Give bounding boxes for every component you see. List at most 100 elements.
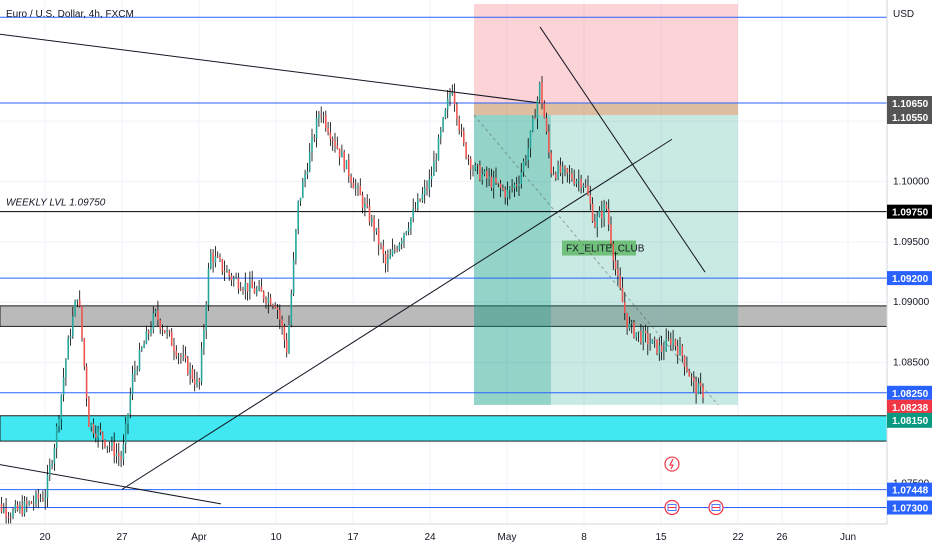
candle-body <box>65 359 67 378</box>
x-tick-label: 22 <box>732 532 744 543</box>
candle-body <box>474 164 477 170</box>
trendlines[interactable] <box>0 26 706 505</box>
candle-body <box>398 244 401 250</box>
price-axis-background[interactable] <box>887 0 932 524</box>
candle-body <box>124 423 127 445</box>
price-badge-label: 1.10650 <box>892 99 929 110</box>
gray-zone <box>0 305 888 327</box>
position-tool[interactable]: FX_ELITE_CLUB <box>473 4 738 406</box>
candle-body <box>341 151 343 158</box>
candle-body <box>154 310 157 314</box>
candle-body <box>371 218 373 223</box>
candle-body <box>92 423 95 434</box>
candle-body <box>626 312 628 329</box>
candle-body <box>62 377 65 396</box>
candle-body <box>327 127 329 133</box>
candle-body <box>113 442 115 457</box>
candle-body <box>665 338 667 351</box>
price-badge <box>887 204 932 219</box>
candle-body <box>74 301 76 317</box>
candle-body <box>129 394 132 414</box>
candle-body <box>499 183 502 188</box>
candle-body <box>170 332 173 346</box>
candle-body <box>147 331 150 334</box>
candle-body <box>207 268 210 306</box>
candle-body <box>258 286 260 290</box>
candle-body <box>511 187 513 189</box>
candle-body <box>350 176 352 183</box>
candle-body <box>210 253 212 269</box>
candle-body <box>111 442 113 447</box>
candle-body <box>566 168 569 173</box>
candle-body <box>410 218 412 229</box>
candle-body <box>336 145 339 149</box>
candle-body <box>559 165 562 174</box>
candle-body <box>295 230 297 260</box>
candle-body <box>196 379 198 385</box>
candle-body <box>550 152 552 174</box>
candle-body <box>67 338 69 360</box>
candle-body <box>134 370 136 375</box>
candle-body <box>541 82 543 104</box>
candle-body <box>458 118 460 130</box>
candle-body <box>28 501 30 504</box>
candle-body <box>614 260 617 270</box>
candle-body <box>603 204 605 219</box>
time-axis-background[interactable] <box>0 524 932 550</box>
candle-body <box>85 366 88 398</box>
candle-body <box>366 203 368 206</box>
candle-body <box>205 305 207 330</box>
candle-body <box>658 345 661 354</box>
candle-body <box>78 299 81 306</box>
candle-body <box>536 99 539 119</box>
x-tick-label: 8 <box>581 532 587 543</box>
candle-body <box>575 180 578 184</box>
candle-body <box>302 181 304 198</box>
candle-body <box>19 505 21 510</box>
candle-body <box>423 187 426 195</box>
candle-body <box>55 426 58 448</box>
candle-body <box>44 497 46 501</box>
candle-body <box>453 92 456 105</box>
candle-body <box>0 504 3 512</box>
candle-body <box>479 165 481 180</box>
candle-body <box>509 187 511 190</box>
candle-body <box>21 505 23 515</box>
candle-body <box>39 498 42 500</box>
candle-body <box>276 307 279 311</box>
candle-body <box>481 174 483 180</box>
x-tick-label: 27 <box>116 532 128 543</box>
candle-body <box>99 429 102 433</box>
candle-body <box>90 423 92 428</box>
y-tick-label: 1.09500 <box>893 237 930 248</box>
candle-body <box>138 349 141 370</box>
candle-body <box>299 197 302 202</box>
candle-body <box>166 330 168 333</box>
candle-body <box>283 326 286 340</box>
candle-body <box>437 137 440 161</box>
candle-body <box>400 240 403 245</box>
x-tick-label: 10 <box>270 532 282 543</box>
candle-body <box>290 293 293 325</box>
price-badge <box>887 271 932 286</box>
candle-body <box>688 370 690 377</box>
candle-body <box>495 177 497 183</box>
price-badge-label: 1.10550 <box>892 113 929 124</box>
candle-body <box>483 171 486 175</box>
candle-body <box>412 208 414 219</box>
candle-body <box>267 297 270 304</box>
candle-body <box>69 336 72 339</box>
candle-body <box>375 227 378 232</box>
candle-body <box>127 413 129 424</box>
candle-body <box>97 429 99 438</box>
candle-body <box>513 184 516 188</box>
candle-body <box>545 118 548 132</box>
price-badge-label: 1.08150 <box>892 416 929 427</box>
candle-body <box>184 355 187 359</box>
candle-body <box>297 201 299 231</box>
x-tick-label: 26 <box>776 532 788 543</box>
x-tick-label: 20 <box>39 532 51 543</box>
x-tick-label: Jun <box>840 532 856 543</box>
zones <box>0 305 888 442</box>
